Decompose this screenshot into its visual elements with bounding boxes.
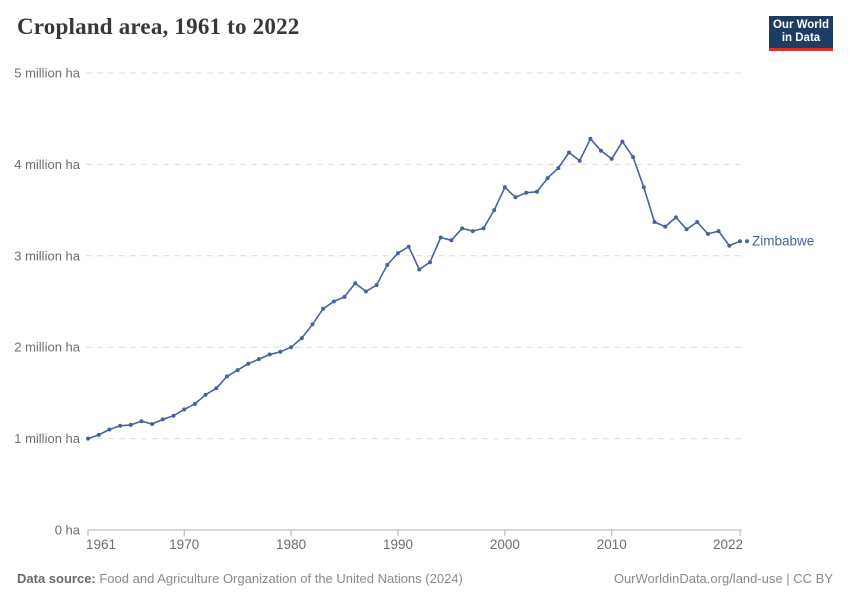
data-point-1982 bbox=[310, 322, 315, 327]
data-point-1974 bbox=[225, 374, 229, 379]
data-point-2004 bbox=[545, 176, 550, 181]
data-point-2003 bbox=[534, 189, 539, 194]
entity-label-dot bbox=[745, 239, 749, 244]
data-point-2016 bbox=[673, 215, 678, 220]
data-point-2015 bbox=[663, 224, 668, 229]
data-point-1990 bbox=[396, 251, 400, 256]
data-point-2019 bbox=[705, 231, 710, 236]
data-point-1995 bbox=[449, 238, 454, 243]
data-point-1996 bbox=[460, 226, 465, 231]
data-point-1980 bbox=[289, 345, 294, 350]
data-point-1983 bbox=[321, 306, 326, 311]
data-point-1972 bbox=[203, 392, 208, 397]
data-point-2022 bbox=[738, 239, 742, 244]
data-point-2013 bbox=[641, 185, 646, 190]
y-axis-label-3: 3 million ha bbox=[14, 248, 81, 263]
entity-label-zimbabwe: Zimbabwe bbox=[752, 234, 814, 249]
data-point-1994 bbox=[438, 235, 443, 240]
x-axis-label-1990: 1990 bbox=[383, 537, 413, 552]
data-point-1993 bbox=[428, 260, 432, 265]
data-point-1961 bbox=[86, 436, 90, 441]
data-point-1977 bbox=[257, 357, 261, 362]
chart-footer: Data source: Food and Agriculture Organi… bbox=[0, 571, 850, 586]
y-axis-label-4: 4 million ha bbox=[14, 157, 81, 172]
data-point-1967 bbox=[150, 422, 155, 426]
x-axis-label-1980: 1980 bbox=[276, 537, 306, 552]
data-point-2021 bbox=[727, 243, 732, 248]
data-point-1999 bbox=[492, 208, 497, 213]
data-point-1966 bbox=[139, 419, 144, 424]
data-point-1970 bbox=[182, 407, 187, 412]
chart-title: Cropland area, 1961 to 2022 bbox=[17, 14, 300, 39]
data-source: Data source: Food and Agriculture Organi… bbox=[17, 571, 463, 586]
data-point-2007 bbox=[577, 158, 582, 163]
data-point-2006 bbox=[567, 150, 571, 155]
data-point-1963 bbox=[107, 427, 112, 432]
data-point-1978 bbox=[267, 352, 272, 357]
owid-logo[interactable]: Our World in Data bbox=[769, 16, 833, 51]
data-point-2018 bbox=[695, 220, 700, 224]
data-point-1998 bbox=[481, 226, 486, 231]
data-point-1987 bbox=[363, 289, 368, 294]
data-point-2002 bbox=[524, 190, 529, 195]
data-point-2001 bbox=[513, 195, 518, 200]
data-point-1981 bbox=[299, 336, 304, 341]
y-axis-label-0: 0 ha bbox=[55, 523, 81, 538]
y-axis-label-1: 1 million ha bbox=[14, 431, 81, 446]
owid-logo-line2: in Data bbox=[781, 32, 821, 44]
x-axis-label-1961: 1961 bbox=[86, 537, 116, 552]
footer-citation-link[interactable]: OurWorldinData.org/land-use | CC BY bbox=[613, 571, 833, 586]
y-axis-label-2: 2 million ha bbox=[14, 340, 81, 355]
data-point-1984 bbox=[331, 299, 336, 304]
x-axis-label-1970: 1970 bbox=[169, 537, 199, 552]
data-point-2012 bbox=[631, 155, 636, 160]
data-point-2014 bbox=[652, 220, 657, 224]
data-point-1969 bbox=[171, 413, 176, 418]
data-point-1988 bbox=[374, 283, 379, 287]
owid-logo-line1: Our World bbox=[772, 19, 829, 31]
data-point-1989 bbox=[385, 262, 390, 267]
data-point-1985 bbox=[342, 294, 347, 299]
data-source-label: Data source: bbox=[17, 571, 96, 586]
data-point-1976 bbox=[246, 361, 251, 366]
data-point-2020 bbox=[716, 229, 721, 234]
data-point-1997 bbox=[470, 229, 475, 234]
data-point-2005 bbox=[556, 166, 561, 171]
data-point-1965 bbox=[128, 422, 133, 427]
data-point-1962 bbox=[96, 432, 101, 437]
data-point-1991 bbox=[406, 244, 411, 249]
data-point-1973 bbox=[214, 386, 219, 391]
data-point-2008 bbox=[588, 136, 593, 141]
data-point-2000 bbox=[502, 185, 507, 190]
data-point-1992 bbox=[417, 267, 422, 272]
data-point-1971 bbox=[192, 401, 197, 406]
data-source-text: Food and Agriculture Organization of the… bbox=[95, 571, 463, 586]
data-point-1979 bbox=[278, 349, 283, 354]
x-axis-label-2000: 2000 bbox=[490, 537, 520, 552]
data-point-2011 bbox=[620, 139, 625, 144]
data-point-1975 bbox=[235, 368, 240, 373]
x-axis-label-2010: 2010 bbox=[597, 537, 627, 552]
data-point-1968 bbox=[160, 417, 165, 422]
data-point-2010 bbox=[609, 156, 614, 161]
data-point-2009 bbox=[599, 148, 603, 153]
data-point-1964 bbox=[118, 423, 123, 428]
data-point-2017 bbox=[684, 227, 689, 232]
x-axis-label-2022: 2022 bbox=[713, 537, 743, 552]
data-point-1986 bbox=[353, 281, 358, 286]
data-line-zimbabwe bbox=[87, 138, 741, 440]
y-axis-label-5: 5 million ha bbox=[14, 66, 81, 81]
